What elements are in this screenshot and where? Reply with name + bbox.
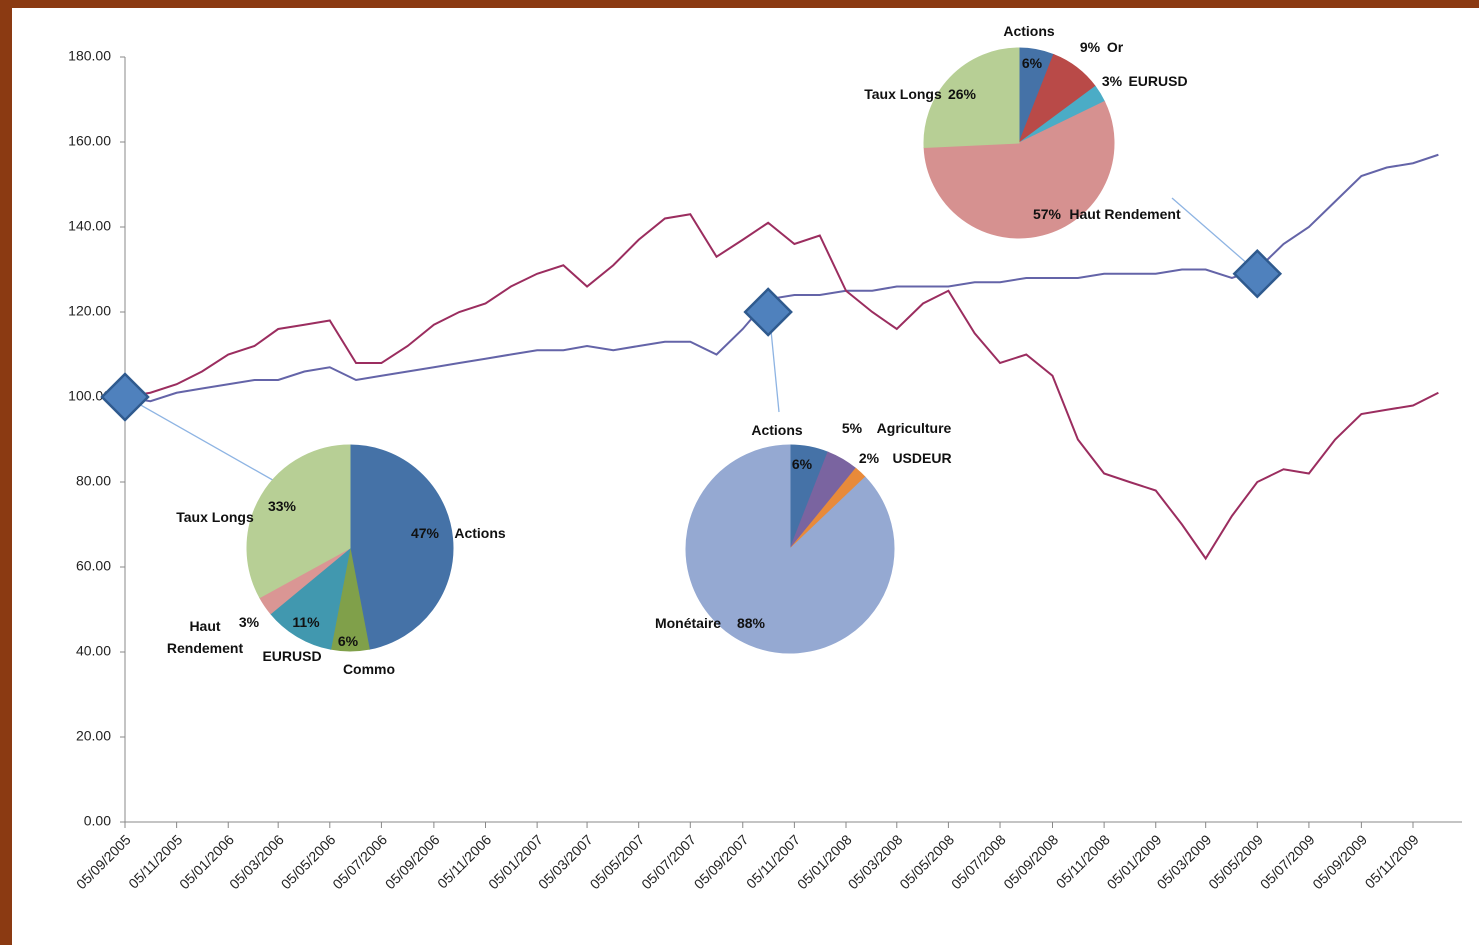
x-tick-label: 05/07/2009 [1257,831,1318,892]
x-tick-label: 05/07/2008 [948,831,1009,892]
pie-label: 3% [238,614,260,630]
x-tick-label: 05/09/2008 [1000,831,1061,892]
x-tick-label: 05/11/2009 [1362,831,1422,891]
y-tick-label: 20.00 [76,728,111,744]
x-tick-label: 05/09/2007 [691,831,752,892]
pie-label: 11% [292,614,320,630]
y-tick-label: 100.00 [68,388,111,404]
pie-label: Haut Rendement [166,618,244,656]
pie-slice [923,100,1115,239]
line-series [124,213,1439,561]
pie-label: Agriculture [876,420,952,436]
x-tick-label: 05/09/2009 [1309,831,1370,892]
pie-label: Commo [342,661,396,677]
frame-left [0,0,12,945]
x-tick-label: 05/03/2007 [535,831,596,892]
x-tick-label: 05/03/2006 [226,831,287,892]
pie-label: Taux Longs [176,509,254,525]
pie-label: 9% [1079,39,1101,55]
pie-slice [246,444,351,599]
pie-label: 26% [947,86,977,102]
pie-label: 6% [1021,55,1043,71]
pie-label: 5% [841,420,863,436]
frame-top [0,0,1479,8]
pie-label: 6% [337,633,359,649]
x-tick-label: 05/09/2005 [73,831,134,892]
pie-label: 57% [1032,206,1062,222]
pie-label: 88% [736,615,766,631]
pie-label: 2% [858,450,880,466]
line-series [124,153,1439,403]
pie-label: 47% [410,525,440,541]
x-tick-label: 05/03/2008 [845,831,906,892]
x-tick-label: 05/05/2006 [278,831,339,892]
pie-slice [685,444,895,654]
pie-label: EURUSD [262,648,322,664]
pie-label: 33% [267,498,297,514]
leader-line [1171,197,1258,273]
x-tick-label: 05/05/2007 [587,831,648,892]
y-tick-label: 80.00 [76,473,111,489]
y-tick-label: 40.00 [76,643,111,659]
diamond-marker [743,287,793,337]
x-tick-label: 05/07/2006 [329,831,390,892]
pie-label: USDEUR [892,450,952,466]
diamond-marker [100,372,150,422]
leader-line [122,394,286,488]
pie-label: Taux Longs [864,86,942,102]
x-tick-label: 05/05/2009 [1205,831,1266,892]
pie-slice [923,47,1020,148]
pie-slice [269,546,351,650]
pie-label: Actions [454,525,506,541]
x-tick-label: 05/05/2008 [896,831,957,892]
y-tick-label: 0.00 [84,813,111,829]
y-tick-label: 60.00 [76,558,111,574]
y-tick-label: 120.00 [68,303,111,319]
pie-label: Actions [751,422,803,438]
y-tick-label: 140.00 [68,218,111,234]
x-tick-label: 05/09/2006 [382,831,443,892]
x-tick-label: 05/03/2009 [1154,831,1215,892]
diamond-marker [1232,248,1283,299]
x-tick-label: 05/07/2007 [638,831,699,892]
y-tick-label: 180.00 [68,48,111,64]
pie-label: EURUSD [1128,73,1188,89]
pie-label: Haut Rendement [1069,206,1181,222]
pie-label: 6% [791,456,813,472]
pie-slice [349,444,454,650]
pie-label: Or [1106,39,1124,55]
pie-label: Monétaire [654,615,722,631]
pie-label: 3% [1101,73,1123,89]
pie-label: Actions [1003,23,1055,39]
y-tick-label: 160.00 [68,133,111,149]
